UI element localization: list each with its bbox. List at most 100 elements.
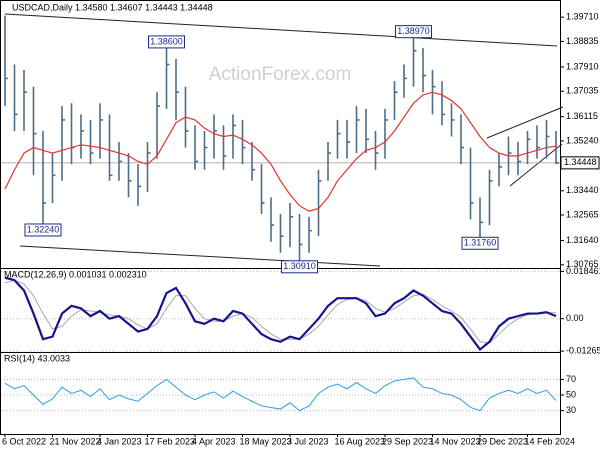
y-tick-label: 1.35240 — [566, 135, 599, 145]
price-bar — [479, 197, 483, 238]
watermark: ActionForex.com — [209, 64, 352, 85]
price-bar — [488, 169, 493, 226]
x-tick-label: 3 Jul 2023 — [287, 436, 329, 446]
rsi-header: RSI(14) 43.0033 — [4, 353, 70, 363]
x-tick-label: 4 Apr 2023 — [192, 436, 236, 446]
price-bar — [137, 164, 141, 206]
annotation-label: 1.30910 — [283, 261, 316, 271]
price-bar — [469, 147, 474, 220]
price-bar — [365, 108, 369, 154]
price-bar — [412, 37, 417, 87]
price-bar — [298, 214, 303, 261]
x-tick-label: 29 Sep 2023 — [382, 436, 433, 446]
x-tick-label: 14 Feb 2024 — [525, 436, 576, 446]
y-tick-label: 1.33440 — [566, 185, 599, 195]
y-tick-label: 1.30765 — [566, 259, 599, 269]
trend-line — [509, 143, 563, 187]
y-tick-label: 50 — [566, 389, 576, 399]
trend-line — [486, 106, 564, 139]
price-bar — [555, 130, 559, 165]
price-bar — [517, 142, 521, 176]
price-header: USDCAD,Daily 1.34580 1.34607 1.34443 1.3… — [12, 2, 213, 12]
trend-line — [4, 13, 558, 47]
line — [4, 91, 557, 212]
current-price-box — [560, 156, 600, 170]
y-tick-label: 1.39710 — [566, 12, 599, 22]
price-bar — [194, 125, 198, 170]
price-bar — [61, 106, 65, 181]
price-bar — [498, 153, 502, 187]
annotation-box — [281, 260, 318, 274]
price-bar — [156, 92, 160, 159]
annotation-box — [395, 25, 432, 39]
x-tick-label: 14 Nov 2023 — [430, 436, 481, 446]
y-tick-label: 30 — [566, 405, 576, 415]
price-bar — [23, 70, 27, 131]
price-bar — [384, 108, 388, 159]
price-bar — [422, 47, 426, 93]
price-bar — [32, 86, 37, 176]
y-tick-label: 1.38835 — [566, 36, 599, 46]
macd-header: MACD(12,26,9) 0.001031 0.002310 — [4, 269, 147, 279]
price-bar — [13, 64, 18, 131]
price-bar — [175, 58, 179, 120]
price-bar — [42, 130, 46, 224]
annotation-box — [461, 236, 499, 250]
line — [4, 276, 557, 352]
y-tick-label: 1.32565 — [566, 209, 599, 219]
price-bar — [270, 197, 274, 242]
annotation-box — [148, 35, 185, 49]
price-bar — [336, 119, 341, 159]
x-tick-label: 29 Dec 2023 — [477, 436, 528, 446]
plot: 1.32240 1.38600 1.38970 1.30910 1.31760 — [1, 15, 560, 412]
annotation-label: 1.31760 — [464, 238, 497, 248]
y-tick-label: 1.37035 — [566, 86, 599, 96]
price-bar — [393, 81, 398, 120]
price-bar — [289, 202, 293, 248]
price-bar — [317, 169, 322, 237]
price-bar — [308, 216, 312, 253]
price-bar — [118, 142, 122, 181]
price-bar — [355, 106, 360, 154]
price-bar — [346, 119, 350, 159]
annotation-label: 1.38600 — [150, 36, 183, 46]
current-price-label: 1.34448 — [564, 157, 597, 167]
price-bar — [203, 130, 208, 170]
x-tick-label: 6 Oct 2022 — [2, 436, 46, 446]
price-bar — [374, 130, 379, 170]
price-bar — [441, 81, 445, 126]
price-bar — [460, 114, 464, 165]
y-tick-label: 1.36115 — [566, 111, 598, 121]
y-tick-label: 0.00 — [566, 313, 584, 323]
price-bar — [450, 103, 455, 137]
y-tick-label: 1.31640 — [566, 235, 599, 245]
price-bar — [327, 142, 331, 181]
price-bar — [99, 103, 103, 159]
y-tick-label: -0.012657 — [566, 345, 600, 355]
price-bar — [165, 47, 170, 109]
price-bar — [4, 15, 8, 107]
price-bar — [545, 119, 550, 159]
price-bar — [260, 164, 265, 215]
price-bar — [89, 119, 94, 165]
rsi-panel — [0, 352, 561, 435]
annotation-label: 1.32240 — [27, 224, 60, 234]
x-tick-label: 18 May 2023 — [240, 436, 292, 446]
annotation-label: 1.38970 — [397, 26, 430, 36]
price-bar — [251, 142, 255, 181]
x-tick-label: 21 Nov 2022 — [50, 436, 101, 446]
price-bar — [213, 114, 217, 159]
price-bar — [80, 114, 84, 159]
y-tick-label: 70 — [566, 374, 576, 384]
price-bar — [108, 114, 113, 181]
price-bar — [232, 114, 236, 159]
price-bar — [403, 64, 407, 98]
y-tick-label: 1.37910 — [566, 61, 599, 71]
price-bar — [279, 214, 284, 253]
x-tick-label: 16 Aug 2023 — [335, 436, 386, 446]
x-tick-label: 17 Feb 2023 — [145, 436, 196, 446]
y-tick-label: 0.018461 — [566, 266, 600, 276]
annotation-box — [24, 223, 62, 237]
price-bar — [51, 153, 56, 203]
